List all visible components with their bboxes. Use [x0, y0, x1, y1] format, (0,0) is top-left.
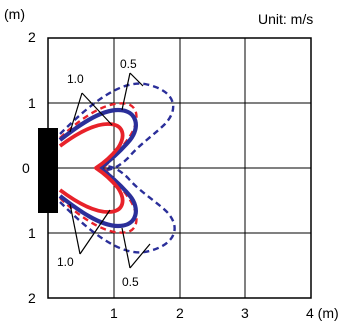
annotation-lower-outer: 0.5 — [122, 275, 139, 289]
lower-blue-dashed-contour — [59, 164, 176, 254]
x-tick-label: 1 — [110, 305, 118, 321]
x-tick-label: 2 — [176, 305, 184, 321]
source-block — [38, 128, 58, 213]
blue-solid-contour — [58, 107, 138, 229]
y-tick-label: 2 — [28, 29, 36, 45]
y-tick-label: 1 — [28, 225, 36, 241]
upper-blue-dashed-contour — [59, 82, 175, 172]
y-tick-label: 0 — [22, 160, 30, 176]
annotation-upper-outer: 0.5 — [120, 57, 137, 71]
annotation-upper-inner: 1.0 — [67, 72, 84, 86]
y-tick-label: 2 — [28, 290, 36, 306]
y-axis-unit-label: (m) — [4, 6, 25, 22]
grid — [47, 37, 312, 299]
x-tick-label: 3 — [241, 305, 249, 321]
measurement-unit-label: Unit: m/s — [258, 11, 314, 27]
y-tick-label: 1 — [28, 95, 36, 111]
x-axis-unit-label: 4 (m) — [306, 305, 339, 321]
leader-lines — [69, 72, 151, 269]
annotation-lower-inner: 1.0 — [57, 255, 74, 269]
